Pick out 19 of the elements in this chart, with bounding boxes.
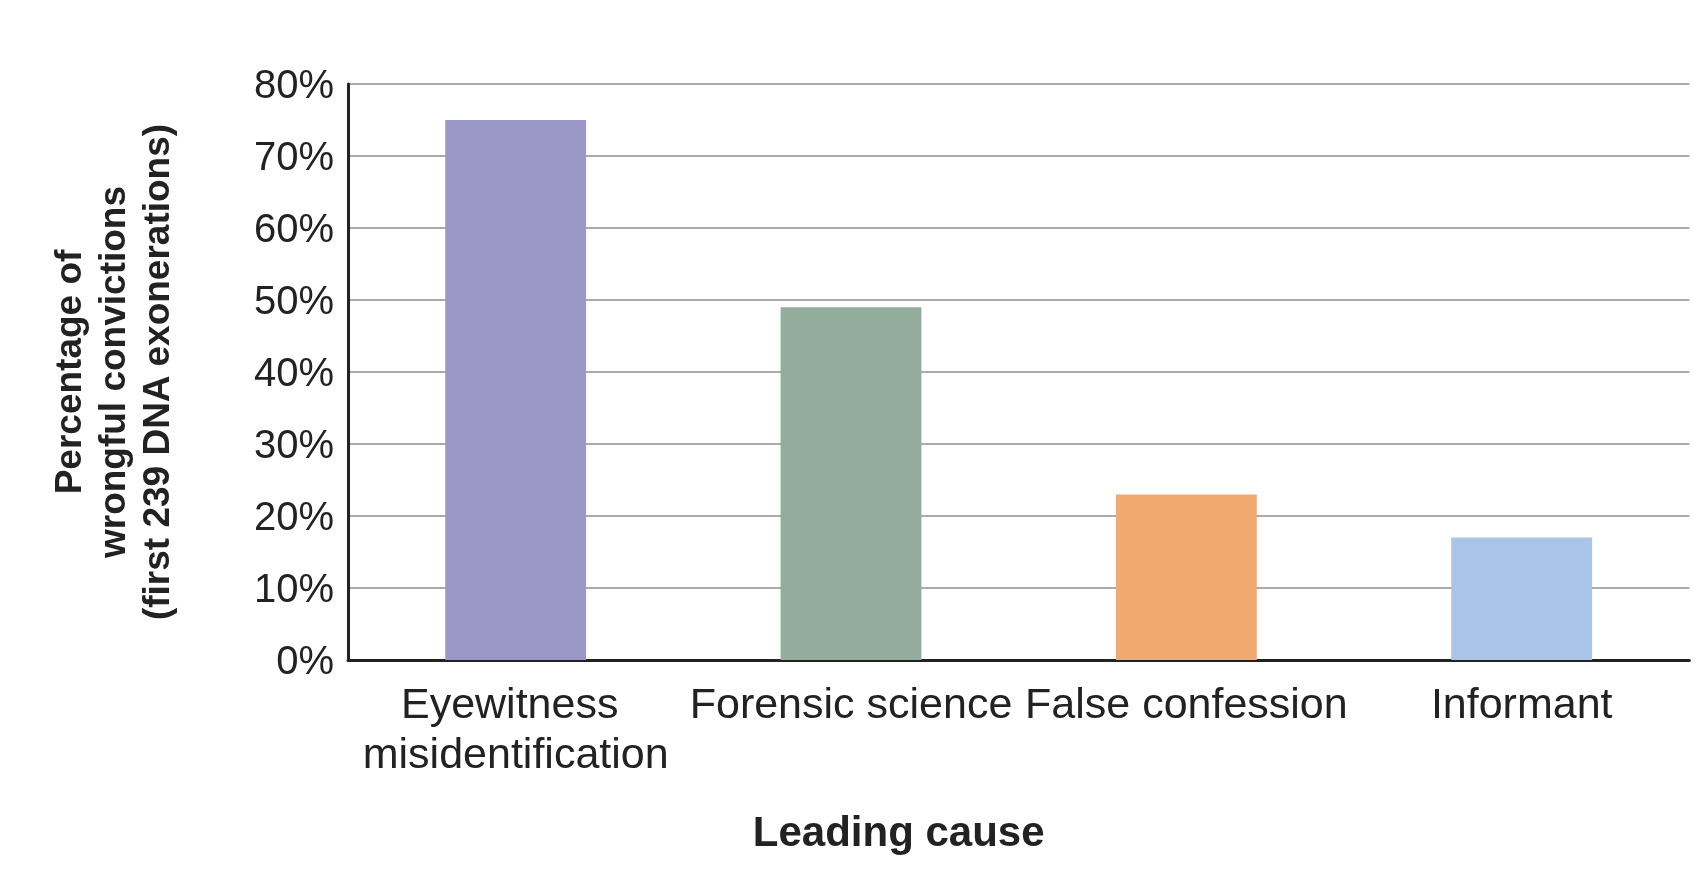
bar bbox=[445, 120, 587, 660]
y-tick-label: 20% bbox=[253, 494, 334, 538]
y-tick-label: 10% bbox=[253, 566, 334, 610]
y-tick-label: 70% bbox=[253, 134, 334, 178]
x-tick-label: False confession bbox=[1025, 679, 1348, 727]
y-tick-label: 50% bbox=[253, 278, 334, 322]
y-tick-label: 80% bbox=[253, 62, 334, 106]
bar bbox=[780, 307, 922, 660]
bar bbox=[1115, 494, 1257, 660]
x-tick-label: Informant bbox=[1430, 679, 1613, 727]
y-tick-label: 40% bbox=[253, 350, 334, 394]
y-axis-title: Percentage of wrongful convictions (first 239 DNA exonerations) bbox=[47, 123, 177, 621]
x-tick-label: Forensic science bbox=[689, 679, 1013, 727]
y-tick-label: 30% bbox=[253, 422, 334, 466]
x-axis-title: Leading cause bbox=[752, 807, 1045, 855]
y-tick-label: 60% bbox=[253, 206, 334, 250]
y-tick-label: 0% bbox=[276, 638, 334, 682]
x-tick-label: Eyewitness misidentification bbox=[362, 679, 669, 777]
bar bbox=[1451, 537, 1593, 660]
